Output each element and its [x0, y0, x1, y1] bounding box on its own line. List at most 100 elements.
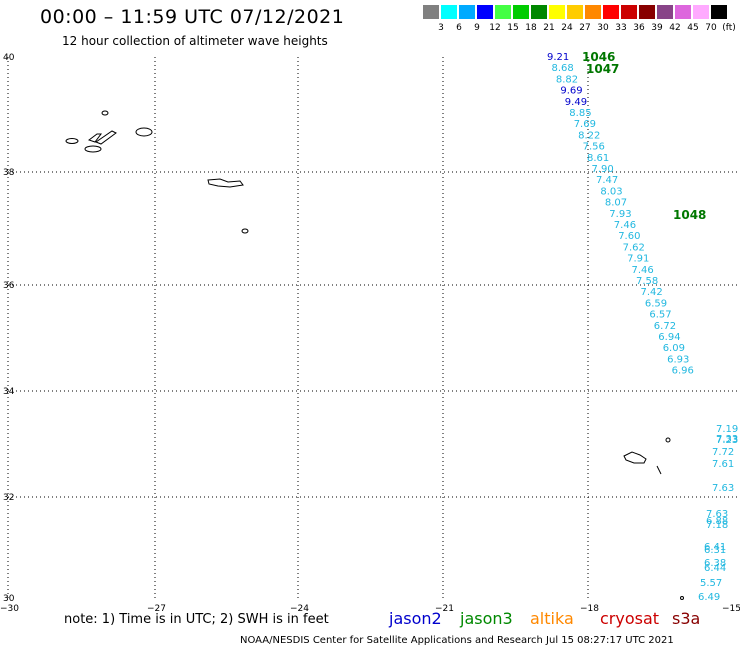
- scale-swatch: [423, 5, 439, 19]
- wave-height-value: 7.18: [706, 520, 728, 531]
- scale-swatch: [477, 5, 493, 19]
- lat-label: 36: [3, 281, 15, 291]
- scale-label: (ft): [722, 23, 736, 33]
- scale-label: 30: [597, 23, 609, 33]
- scale-label: 42: [669, 23, 681, 33]
- scale-label: 15: [507, 23, 519, 33]
- lat-label: 30: [3, 594, 15, 604]
- wave-height-value: 8.68: [552, 63, 574, 74]
- scale-label: 12: [489, 23, 501, 33]
- lat-label: 34: [3, 387, 15, 397]
- wave-height-value: 6.09: [663, 343, 685, 354]
- scale-swatch: [711, 5, 727, 19]
- wave-height-value: 6.59: [645, 298, 667, 309]
- wave-height-value: 7.58: [636, 276, 658, 287]
- scale-label: 9: [474, 23, 480, 33]
- scale-label: 39: [651, 23, 663, 33]
- lon-label: −24: [290, 604, 309, 614]
- scale-label: 36: [633, 23, 645, 33]
- wave-height-value: 6.38: [704, 558, 726, 569]
- wave-height-value: 7.42: [641, 287, 663, 298]
- wave-height-value: 7.61: [712, 459, 734, 470]
- lat-label: 40: [3, 53, 15, 63]
- wave-height-value: 8.22: [578, 130, 600, 141]
- wave-height-value: 7.63: [706, 509, 728, 520]
- wave-height-value: 7.46: [614, 220, 636, 231]
- scale-label: 18: [525, 23, 537, 33]
- wave-height-value: 8.03: [600, 186, 622, 197]
- wave-height-value: 6.44: [704, 563, 726, 574]
- scale-swatch: [441, 5, 457, 19]
- wave-height-value: 9.21: [547, 52, 569, 63]
- scale-swatch: [603, 5, 619, 19]
- lon-label: −15: [722, 604, 740, 614]
- wave-height-value: 6.49: [698, 592, 720, 603]
- scale-swatch: [675, 5, 691, 19]
- scale-label: 24: [561, 23, 573, 33]
- wave-height-value: 7.33: [716, 434, 738, 445]
- scale-swatch: [513, 5, 529, 19]
- wave-height-value: 7.56: [583, 142, 605, 153]
- footer-note: note: 1) Time is in UTC; 2) SWH is in fe…: [64, 612, 329, 627]
- lon-label: −18: [580, 604, 599, 614]
- wave-height-value: 5.57: [700, 578, 722, 589]
- credit-line: NOAA/NESDIS Center for Satellite Applica…: [240, 635, 674, 646]
- wave-height-value: 6.41: [704, 542, 726, 553]
- wave-height-value-green: 1047: [586, 62, 619, 76]
- wave-height-value: 8.85: [569, 108, 591, 119]
- wave-height-value: 7.90: [592, 164, 614, 175]
- scale-swatch: [585, 5, 601, 19]
- wave-height-value: 8.07: [605, 198, 627, 209]
- grid: [7, 57, 740, 600]
- wave-height-value: 6.94: [658, 332, 680, 343]
- wave-height-value: 7.63: [712, 483, 734, 494]
- lon-label: −21: [435, 604, 454, 614]
- scale-swatch: [459, 5, 475, 19]
- wave-height-value: 7.62: [623, 242, 645, 253]
- axis-labels: 40 38 36 34 32 30 −30 −27 −24 −21 −18 −1…: [0, 53, 740, 614]
- wave-height-value: 7.69: [574, 119, 596, 130]
- wave-height-value: 6.31: [704, 545, 726, 556]
- scale-label: 33: [615, 23, 627, 33]
- wave-height-value: 6.96: [672, 366, 694, 377]
- wave-height-value: 7.19: [716, 424, 738, 435]
- scale-label: 6: [456, 23, 462, 33]
- wave-height-value: 8.61: [587, 153, 609, 164]
- scale-label: 45: [687, 23, 699, 33]
- wave-height-value: 8.82: [556, 74, 578, 85]
- satellite-jason3: jason3: [460, 609, 513, 628]
- satellite-s3a: s3a: [672, 609, 701, 628]
- scale-swatch: [639, 5, 655, 19]
- wave-height-value: 7.46: [632, 265, 654, 276]
- satellite-cryosat: cryosat: [600, 609, 660, 628]
- scale-swatch: [657, 5, 673, 19]
- scale-swatch: [495, 5, 511, 19]
- wave-height-value-green: 1046: [582, 50, 615, 64]
- map-title: 00:00 – 11:59 UTC 07/12/2021: [40, 6, 345, 28]
- scale-label: 70: [705, 23, 717, 33]
- scale-label: 21: [543, 23, 555, 33]
- observations-layer: 9.218.688.829.699.498.857.698.227.568.61…: [547, 50, 738, 603]
- scale-swatch: [693, 5, 709, 19]
- scale-label: 27: [579, 23, 591, 33]
- wave-height-value: 6.93: [667, 354, 689, 365]
- scale-swatch: [531, 5, 547, 19]
- wave-height-value-green: 1048: [673, 208, 706, 222]
- wave-height-value: 6.88: [706, 516, 728, 527]
- wave-height-value: 7.91: [627, 254, 649, 265]
- wave-height-value: 9.49: [565, 97, 587, 108]
- wave-height-value: 6.57: [649, 310, 671, 321]
- scale-swatch: [549, 5, 565, 19]
- wave-height-value: 9.69: [560, 86, 582, 97]
- satellite-altika: altika: [530, 609, 574, 628]
- lat-label: 38: [3, 168, 15, 178]
- wave-height-value: 7.47: [596, 175, 618, 186]
- scale-swatch: [567, 5, 583, 19]
- wave-height-value: 7.23: [716, 435, 738, 446]
- islands: [65, 110, 684, 600]
- wave-height-value: 7.60: [618, 231, 640, 242]
- wave-height-value: 6.72: [654, 321, 676, 332]
- scale-swatch: [621, 5, 637, 19]
- lat-label: 32: [3, 493, 14, 503]
